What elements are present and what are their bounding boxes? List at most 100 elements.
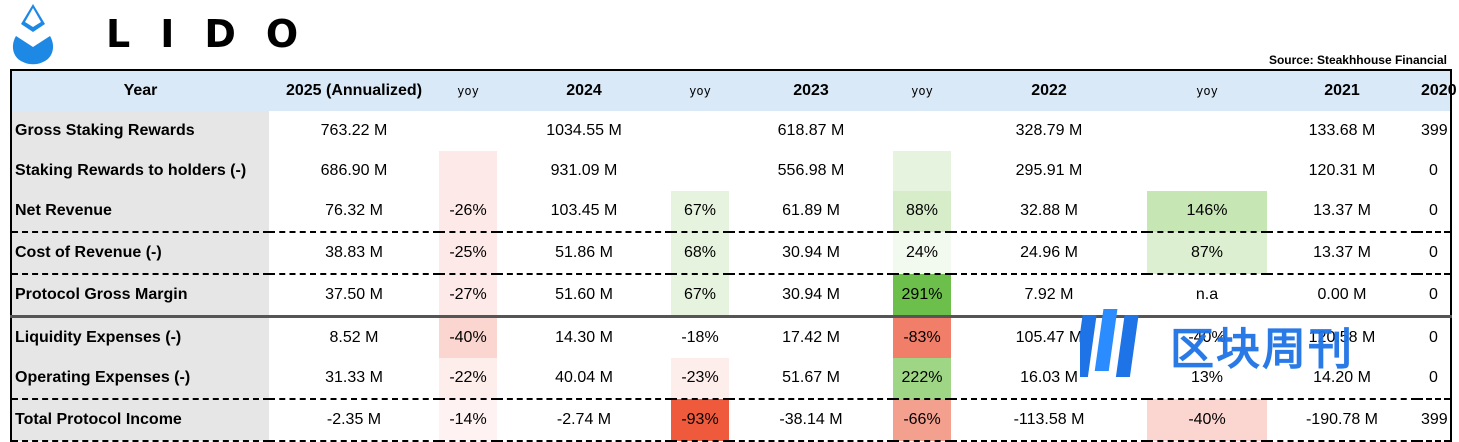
table-row: Staking Rewards to holders (-) 686.90 M 93… xyxy=(10,151,1452,191)
table-row: Total Protocol Income -2.35 M -14% -2.74 M-… xyxy=(10,398,1452,442)
value-cell: 618.87 M xyxy=(777,122,845,139)
value-cell: -113.58 M xyxy=(951,398,1147,442)
table-row: Cost of Revenue (-) 38.83 M -25% 51.86 M 68%… xyxy=(10,232,1452,275)
row-label: Net Revenue xyxy=(10,191,269,233)
value-cell: 61.89 M xyxy=(729,191,893,233)
value-cell: -190.78 M xyxy=(1267,398,1417,442)
header-yoy: yoy xyxy=(439,69,497,111)
header-col: 2021 xyxy=(1267,69,1417,111)
value-cell: 0 xyxy=(1417,232,1452,275)
yoy-cell xyxy=(1147,151,1267,191)
value-cell: 14.20 M xyxy=(1313,369,1371,386)
value-cell: 8.52 M xyxy=(329,329,379,346)
yoy-cell xyxy=(1147,111,1267,151)
header-year: Year xyxy=(10,69,269,111)
value-cell: 399 xyxy=(1417,398,1452,442)
value-cell: 37.50 M xyxy=(269,274,439,318)
brand-name: LIDO xyxy=(106,12,329,56)
yoy-cell: -23% xyxy=(671,358,729,399)
yoy-cell: -66% xyxy=(893,398,951,442)
header-yoy: yoy xyxy=(893,69,951,111)
value-cell: 556.98 M xyxy=(777,162,845,179)
value-cell: 40.04 M xyxy=(555,369,613,386)
yoy-cell: -93% xyxy=(671,398,729,442)
value-cell: 32.88 M xyxy=(951,191,1147,233)
header-row: Year 2025 (Annualized) yoy 2024 yoy 2023… xyxy=(10,69,1457,111)
yoy-cell: n.a xyxy=(1147,274,1267,318)
value-cell: 24.96 M xyxy=(951,232,1147,275)
row-label: Cost of Revenue (-) xyxy=(10,232,269,275)
table-row: Operating Expenses (-) 31.33 M -22% 40.04 M… xyxy=(10,358,1452,399)
row-label: Liquidity Expenses (-) xyxy=(10,316,269,358)
value-cell: 38.83 M xyxy=(269,232,439,275)
yoy-cell xyxy=(893,151,951,191)
value-cell: -38.14 M xyxy=(729,398,893,442)
value-cell: 51.86 M xyxy=(497,232,671,275)
table-row: Gross Staking Rewards 763.22 M 1034.55 M 61… xyxy=(10,111,1452,151)
yoy-cell xyxy=(439,111,497,151)
value-cell: 30.94 M xyxy=(729,232,893,275)
value-cell: 328.79 M xyxy=(1015,122,1083,139)
value-cell: 16.03 M xyxy=(1020,369,1078,386)
row-label: Operating Expenses (-) xyxy=(10,358,269,399)
yoy-cell: 67% xyxy=(671,191,729,233)
value-cell: 399 xyxy=(1417,111,1452,151)
header-col: 2024 xyxy=(497,69,671,111)
table-row: Net Revenue 76.32 M -26% 103.45 M 67% 61.89 M… xyxy=(10,191,1452,233)
header-yoy: yoy xyxy=(1147,69,1267,111)
value-cell: 105.47 M xyxy=(1015,329,1083,346)
value-cell: 686.90 M xyxy=(320,162,388,179)
value-cell: 17.42 M xyxy=(782,329,840,346)
yoy-cell: -40% xyxy=(1188,329,1226,346)
row-label: Total Protocol Income xyxy=(10,398,269,442)
yoy-cell: -27% xyxy=(439,274,497,318)
value-cell: 295.91 M xyxy=(1015,162,1083,179)
value-cell: 0 xyxy=(1417,316,1452,358)
yoy-cell: 68% xyxy=(671,232,729,275)
source-note: Source: Steakhhouse Financial xyxy=(1268,53,1447,67)
yoy-cell: -22% xyxy=(439,358,497,399)
lido-drop-icon xyxy=(12,4,54,65)
header-col: 2023 xyxy=(729,69,893,111)
yoy-cell: -26% xyxy=(439,191,497,233)
yoy-cell: 67% xyxy=(671,274,729,318)
value-cell: 30.94 M xyxy=(729,274,893,318)
header-col: 2022 xyxy=(951,69,1147,111)
value-cell: 103.45 M xyxy=(497,191,671,233)
row-label: Gross Staking Rewards xyxy=(10,111,269,151)
value-cell: 120.31 M xyxy=(1308,162,1376,179)
yoy-cell: -18% xyxy=(681,329,719,346)
yoy-cell xyxy=(439,151,497,191)
value-cell: 51.60 M xyxy=(497,274,671,318)
table-row: Liquidity Expenses (-) 8.52 M -40% 14.30 M -… xyxy=(10,316,1452,358)
yoy-cell: 13% xyxy=(1190,369,1224,386)
value-cell: 7.92 M xyxy=(951,274,1147,318)
yoy-cell: 88% xyxy=(893,191,951,233)
yoy-cell: 291% xyxy=(893,274,951,318)
value-cell: 13.37 M xyxy=(1267,191,1417,233)
value-cell: -2.35 M xyxy=(269,398,439,442)
header-col: 2020 xyxy=(1417,69,1457,111)
value-cell: 13.37 M xyxy=(1267,232,1417,275)
yoy-cell: -25% xyxy=(439,232,497,275)
value-cell: 133.68 M xyxy=(1308,122,1376,139)
value-cell: 0 xyxy=(1417,191,1452,233)
yoy-cell xyxy=(893,111,951,151)
value-cell: 31.33 M xyxy=(325,369,383,386)
yoy-cell: 222% xyxy=(893,358,951,399)
value-cell: -2.74 M xyxy=(497,398,671,442)
yoy-cell: 24% xyxy=(893,232,951,275)
value-cell: 763.22 M xyxy=(320,122,388,139)
row-label: Protocol Gross Margin xyxy=(10,274,269,318)
value-cell: 0 xyxy=(1417,358,1452,399)
lido-logo: LIDO xyxy=(10,2,328,66)
yoy-cell: -83% xyxy=(893,316,951,358)
yoy-cell: -14% xyxy=(439,398,497,442)
value-cell: 0 xyxy=(1417,151,1452,191)
value-cell: 76.32 M xyxy=(269,191,439,233)
yoy-cell: 146% xyxy=(1147,191,1267,233)
value-cell: 1034.55 M xyxy=(546,122,622,139)
yoy-cell xyxy=(671,151,729,191)
value-cell: 0.00 M xyxy=(1267,274,1417,318)
